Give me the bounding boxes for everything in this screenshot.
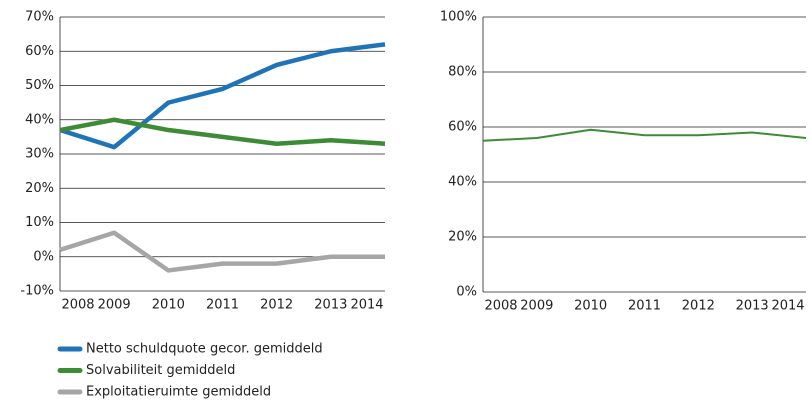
y-tick-label: 0% bbox=[456, 285, 477, 300]
y-tick-label: 10% bbox=[25, 215, 54, 230]
y-tick-label: 0% bbox=[33, 249, 54, 264]
x-tick-label: 2011 bbox=[628, 299, 661, 314]
legend-label: Exploitatieruimte gemiddeld bbox=[86, 385, 271, 400]
y-tick-label: -10% bbox=[20, 284, 54, 299]
x-tick-label: 2012 bbox=[682, 299, 715, 314]
y-tick-label: 30% bbox=[25, 147, 54, 162]
x-tick-label: 2009 bbox=[98, 298, 131, 313]
x-tick-label: 2010 bbox=[152, 298, 185, 313]
series-line bbox=[59, 42, 386, 150]
x-tick-label: 2013 bbox=[314, 298, 347, 313]
y-tick-label: 20% bbox=[448, 230, 477, 245]
y-tick-label: 70% bbox=[25, 10, 54, 25]
series-line bbox=[59, 230, 385, 273]
series-line bbox=[482, 128, 807, 142]
x-tick-label: 2012 bbox=[260, 298, 293, 313]
series-line bbox=[59, 117, 386, 146]
legend-label: Netto schuldquote gecor. gemiddeld bbox=[86, 342, 323, 357]
legend-label: Solvabiliteit gemiddeld bbox=[86, 363, 235, 378]
x-tick-label: 2010 bbox=[574, 299, 607, 314]
x-tick-label: 2013 bbox=[736, 299, 769, 314]
y-tick-label: 80% bbox=[448, 65, 477, 80]
y-tick-label: 40% bbox=[25, 112, 54, 127]
x-tick-label: 2008 bbox=[484, 299, 517, 314]
y-tick-label: 40% bbox=[448, 175, 477, 190]
x-tick-label: 2011 bbox=[206, 298, 239, 313]
x-tick-label: 2009 bbox=[520, 299, 553, 314]
y-tick-label: 60% bbox=[25, 44, 54, 59]
x-tick-label: 2014 bbox=[771, 299, 804, 314]
y-tick-label: 50% bbox=[25, 78, 54, 93]
x-tick-label: 2014 bbox=[350, 298, 383, 313]
y-tick-label: 100% bbox=[440, 10, 477, 25]
x-tick-label: 2008 bbox=[61, 298, 94, 313]
y-tick-label: 20% bbox=[25, 181, 54, 196]
y-tick-label: 60% bbox=[448, 120, 477, 135]
